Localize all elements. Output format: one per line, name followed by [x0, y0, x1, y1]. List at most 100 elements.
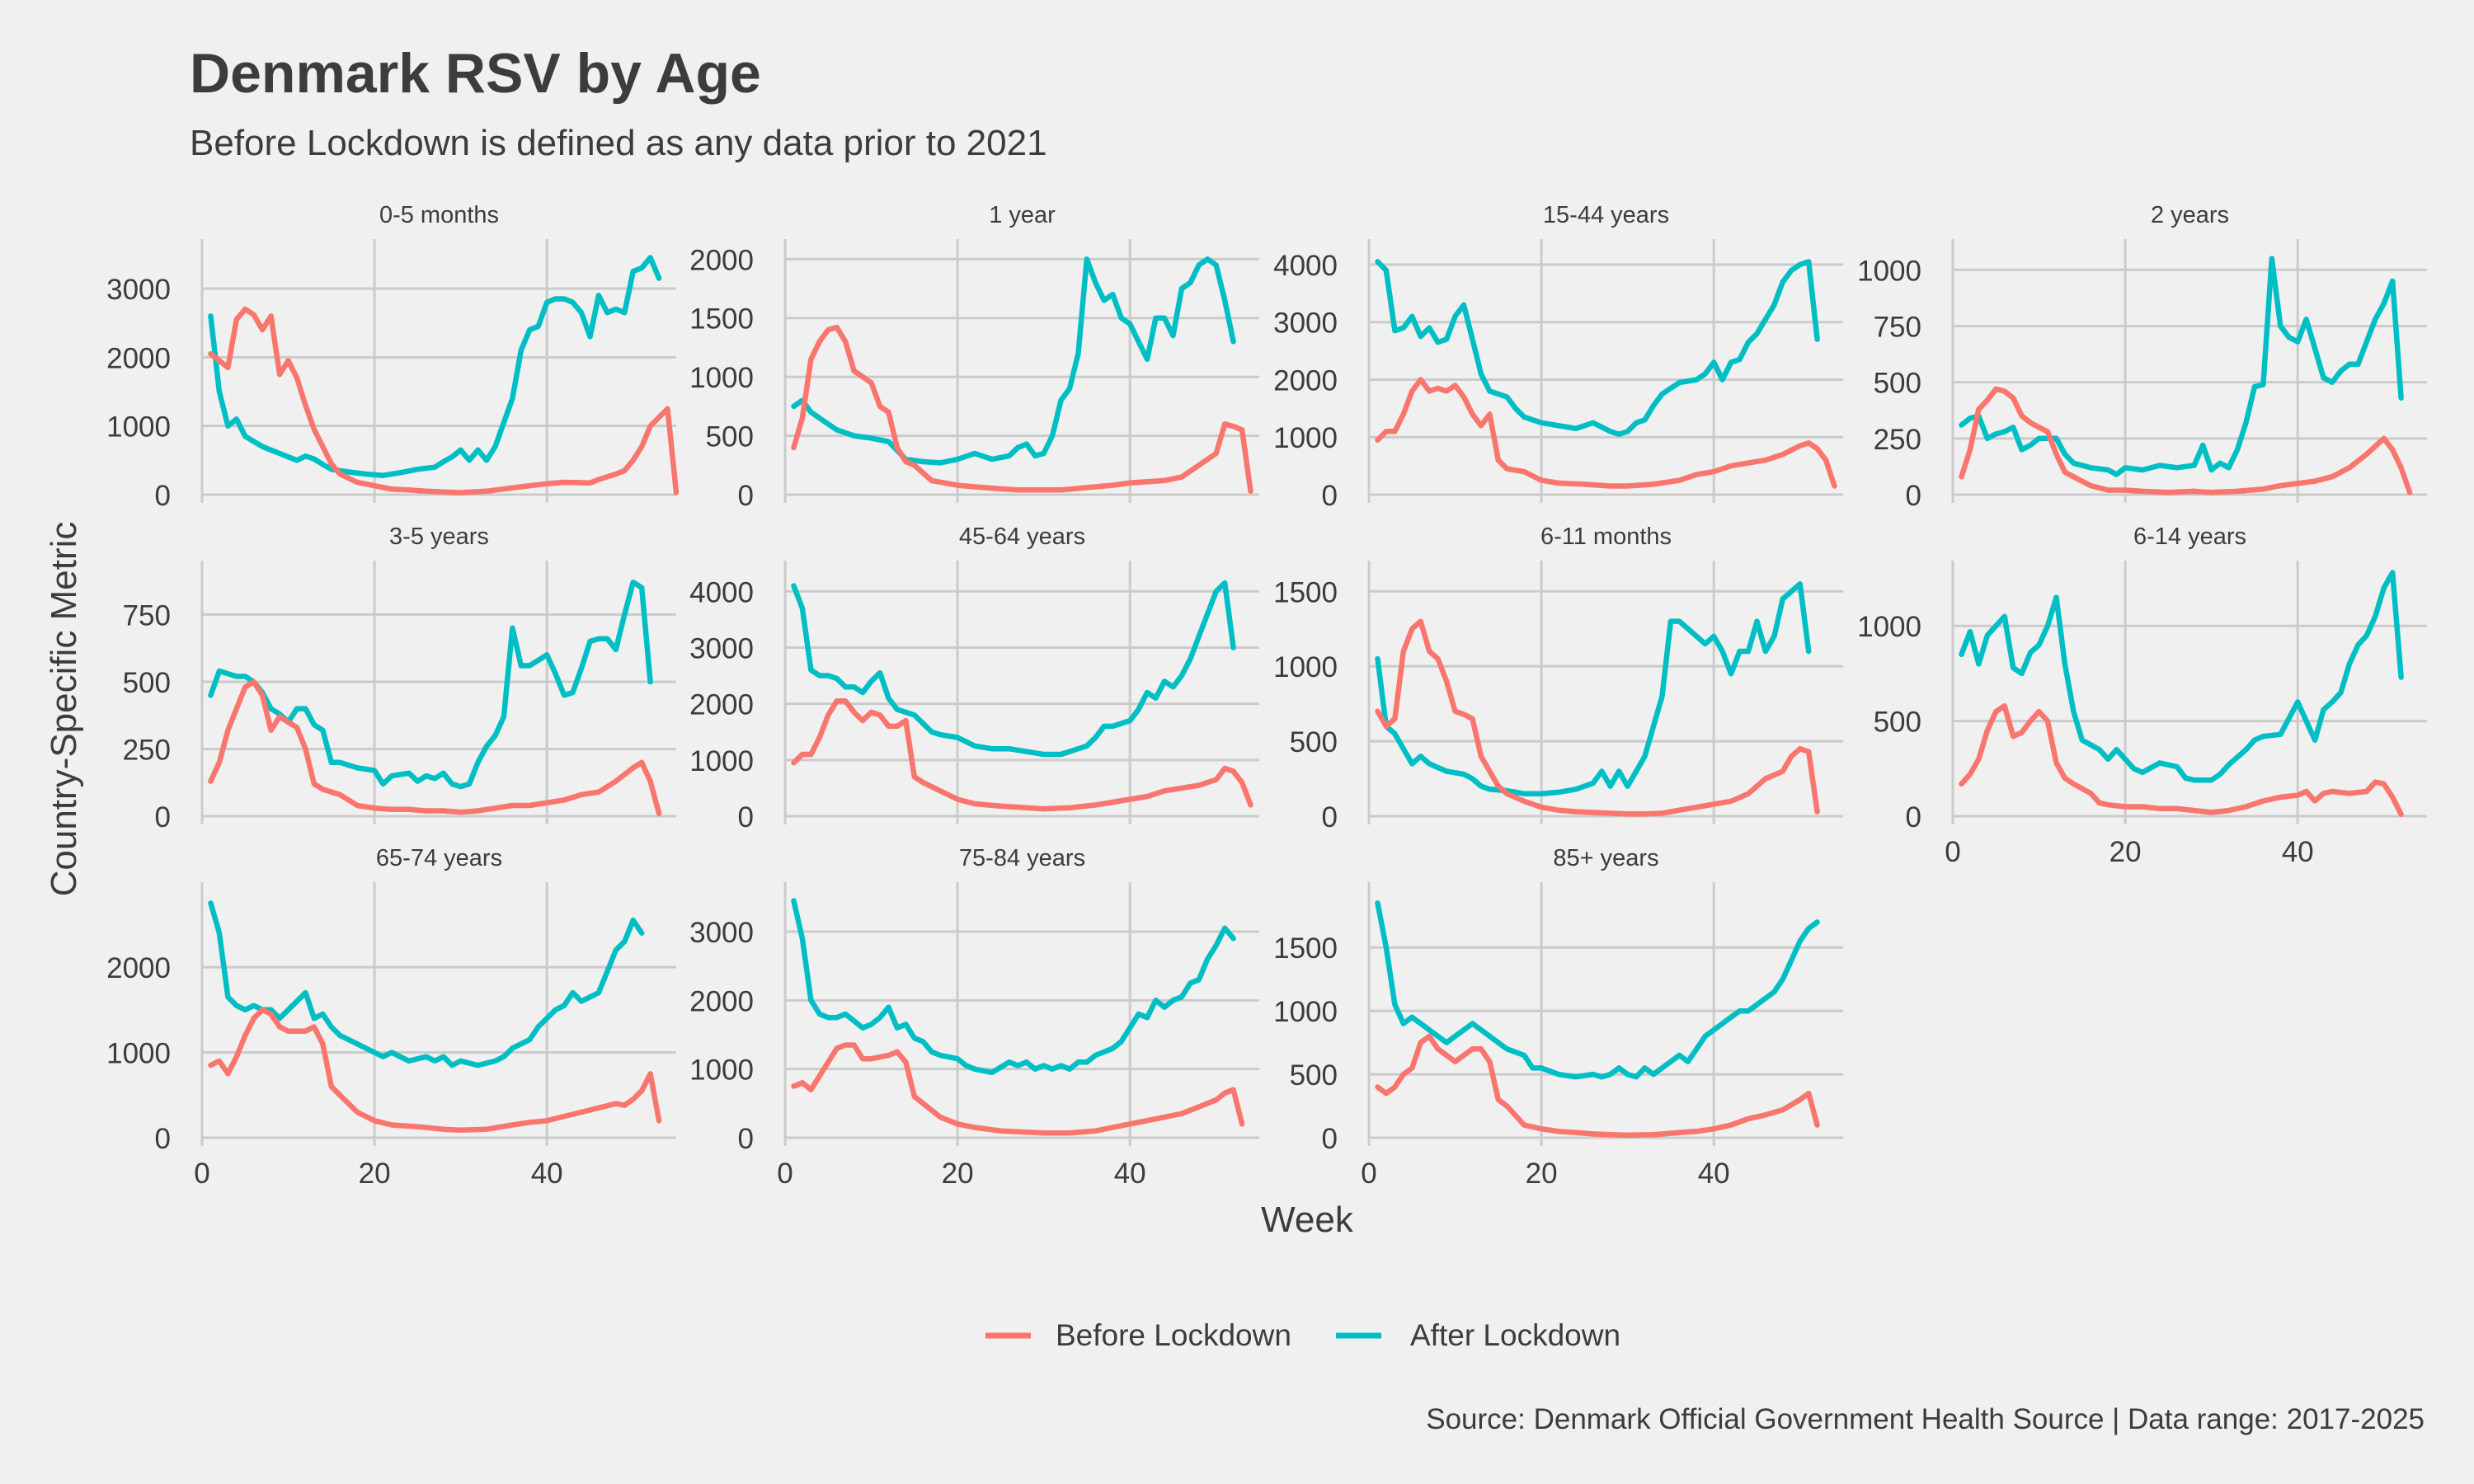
y-tick-label: 500 [1874, 707, 1921, 739]
series-line-after-lockdown [791, 256, 1236, 466]
x-tick-label: 40 [1698, 1158, 1730, 1190]
series-line-before-lockdown [208, 679, 662, 816]
series-line-after-lockdown [1375, 259, 1820, 437]
panel-4: 3-5 years 0 250 500 750 [123, 524, 676, 834]
panel-1: 1 year 0 500 1000 1500 2000 [689, 202, 1259, 512]
y-tick-label: 2000 [106, 952, 171, 984]
y-tick-label: 3000 [689, 917, 754, 949]
panel-9: 75-84 years 0 1000 2000 3000 0 20 40 [689, 845, 1259, 1190]
series-line-before-lockdown [208, 306, 680, 495]
y-tick-label: 0 [738, 480, 754, 512]
legend-item-before-lockdown: Before Lockdown [985, 1318, 1291, 1352]
y-tick-label: 1000 [689, 745, 754, 777]
series-line-before-lockdown [1959, 702, 2404, 817]
panel-title: 1 year [989, 202, 1056, 228]
y-tick-label: 2000 [689, 244, 754, 276]
series-line-after-lockdown [1375, 900, 1820, 1080]
series-line-after-lockdown [1959, 256, 2404, 477]
y-tick-label: 1500 [689, 303, 754, 336]
panel-title: 75-84 years [959, 845, 1085, 871]
panel-6: 6-11 months 0 500 1000 1500 [1273, 524, 1843, 834]
y-tick-label: 750 [1874, 311, 1921, 343]
panel-10: 85+ years 0 500 1000 1500 0 20 40 [1273, 845, 1843, 1190]
chart-subtitle: Before Lockdown is defined as any data p… [190, 123, 1047, 163]
y-tick-label: 1000 [1857, 611, 1921, 643]
y-tick-label: 1000 [689, 362, 754, 394]
y-tick-label: 2000 [689, 985, 754, 1017]
series-line-before-lockdown [1375, 618, 1820, 817]
legend-label: After Lockdown [1410, 1318, 1620, 1352]
legend-item-after-lockdown: After Lockdown [1336, 1318, 1620, 1352]
y-tick-label: 1500 [1273, 576, 1338, 608]
x-tick-label: 0 [1361, 1158, 1376, 1190]
x-axis-label: Week [1261, 1200, 1354, 1240]
series-line-before-lockdown [1375, 377, 1837, 489]
panel-title: 0-5 months [379, 202, 499, 228]
y-tick-label: 1000 [106, 1038, 171, 1070]
y-tick-label: 1000 [1273, 651, 1338, 683]
panel-5: 45-64 years 0 1000 2000 3000 4000 [689, 524, 1259, 834]
y-tick-label: 0 [1322, 480, 1338, 512]
y-tick-label: 1000 [1273, 422, 1338, 454]
series-line-before-lockdown [208, 1007, 662, 1133]
x-tick-label: 0 [194, 1158, 209, 1190]
series-line-before-lockdown [791, 324, 1253, 494]
series-line-before-lockdown [791, 697, 1253, 812]
y-tick-label: 500 [1874, 368, 1921, 400]
panel-title: 6-11 months [1540, 524, 1672, 550]
panel-3: 2 years 0 250 500 750 1000 [1857, 202, 2427, 512]
y-tick-label: 0 [738, 1123, 754, 1155]
series-line-after-lockdown [1375, 580, 1812, 796]
panel-title: 15-44 years [1543, 202, 1669, 228]
series-line-before-lockdown [791, 1042, 1245, 1136]
y-tick-label: 1000 [106, 411, 171, 444]
series-line-after-lockdown [791, 580, 1236, 758]
series-line-before-lockdown [1375, 1033, 1820, 1139]
y-tick-label: 1000 [1857, 255, 1921, 287]
y-tick-label: 0 [1322, 1123, 1338, 1155]
x-tick-label: 20 [942, 1158, 974, 1190]
y-tick-label: 3000 [106, 274, 171, 306]
y-tick-label: 0 [738, 801, 754, 834]
y-tick-label: 2000 [1273, 364, 1338, 397]
x-tick-label: 20 [1526, 1158, 1558, 1190]
x-tick-label: 40 [2282, 836, 2314, 868]
chart-caption: Source: Denmark Official Government Heal… [1426, 1403, 2425, 1435]
panel-title: 2 years [2151, 202, 2229, 228]
x-tick-label: 0 [777, 1158, 793, 1190]
series-line-after-lockdown [1959, 570, 2404, 783]
panel-8: 65-74 years 0 1000 2000 0 20 40 [106, 845, 676, 1190]
y-tick-label: 0 [155, 1123, 171, 1155]
series-line-before-lockdown [1959, 386, 2413, 495]
series-line-after-lockdown [208, 255, 662, 478]
y-tick-label: 0 [155, 480, 171, 512]
y-tick-label: 1000 [1273, 996, 1338, 1028]
y-tick-label: 0 [155, 801, 171, 834]
y-tick-label: 4000 [689, 576, 754, 608]
y-tick-label: 250 [123, 734, 171, 766]
y-tick-label: 1000 [689, 1054, 754, 1087]
legend-label: Before Lockdown [1056, 1318, 1291, 1352]
y-tick-label: 500 [123, 667, 171, 699]
x-tick-label: 0 [1945, 836, 1960, 868]
panel-title: 45-64 years [959, 524, 1085, 550]
panel-7: 6-14 years 0 500 1000 0 20 40 [1857, 524, 2427, 868]
y-axis-label: Country-Specific Metric [44, 522, 84, 897]
y-tick-label: 3000 [1273, 308, 1338, 340]
y-tick-label: 0 [1906, 801, 1921, 834]
chart-title: Denmark RSV by Age [190, 42, 761, 105]
panel-title: 85+ years [1553, 845, 1658, 871]
series-line-after-lockdown [208, 900, 645, 1068]
y-tick-label: 500 [1290, 1059, 1338, 1092]
panel-title: 6-14 years [2133, 524, 2246, 550]
x-tick-label: 40 [531, 1158, 563, 1190]
y-tick-label: 750 [123, 599, 171, 632]
y-tick-label: 2000 [106, 342, 171, 374]
panel-0: 0-5 months 0 1000 2000 3000 [106, 202, 680, 512]
y-tick-label: 2000 [689, 689, 754, 721]
y-tick-label: 250 [1874, 424, 1921, 456]
y-tick-label: 0 [1906, 480, 1921, 512]
